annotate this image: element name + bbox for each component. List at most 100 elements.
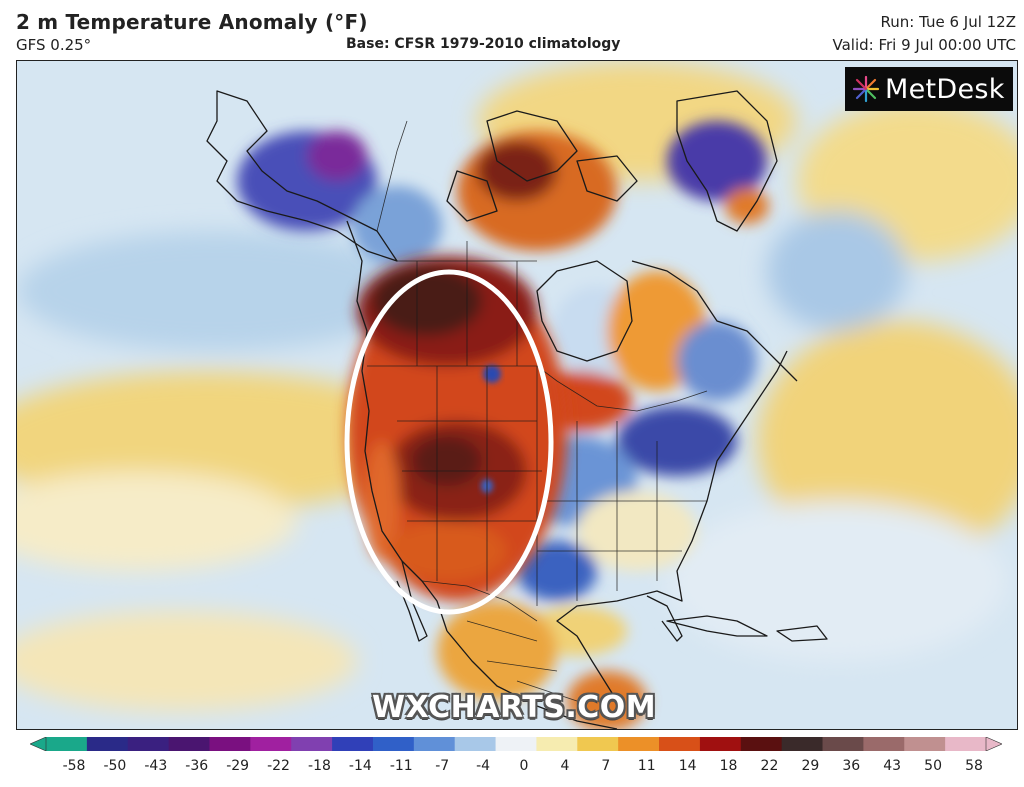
central-america-warm xyxy=(567,671,647,729)
colorbar-tick-label: -58 xyxy=(62,758,86,774)
run-time-label: Run: Tue 6 Jul 12Z xyxy=(880,13,1016,31)
mexico-state-lines xyxy=(466,620,578,702)
heat-highlight-ellipse xyxy=(344,269,554,615)
anomaly-map xyxy=(16,60,1018,730)
colorbar-cell xyxy=(536,737,578,751)
alaska-coast xyxy=(206,90,398,262)
colorbar-cell xyxy=(781,737,824,751)
colorbar-left-arrow xyxy=(30,737,47,751)
pacific-cool-band xyxy=(17,231,417,351)
colorbar-tick-label: 58 xyxy=(965,758,983,774)
alaska-border xyxy=(376,120,408,232)
colorbar-tick-label: -43 xyxy=(144,758,168,774)
colorbar xyxy=(30,737,1002,751)
atlantic-pale xyxy=(667,501,1007,661)
colorbar-tick-label: 7 xyxy=(601,758,611,774)
colorbar-cell xyxy=(372,737,415,751)
alaska-core xyxy=(307,131,367,181)
colorbar-cell xyxy=(740,737,783,751)
metdesk-logo: MetDesk xyxy=(845,67,1013,111)
colorbar-tick-label: 4 xyxy=(560,758,570,774)
valid-time-label: Valid: Fri 9 Jul 00:00 UTC xyxy=(832,36,1016,54)
colorbar-tick-label: -14 xyxy=(348,758,372,774)
mexico-coast xyxy=(446,630,618,729)
west-coast-warm xyxy=(364,441,400,561)
colorbar-cell xyxy=(168,737,210,751)
colorbar-tick-label: -22 xyxy=(267,758,290,774)
chart-title: 2 m Temperature Anomaly (°F) xyxy=(16,10,368,34)
colorbar-cell xyxy=(699,737,742,751)
colorbar-tick-label: 43 xyxy=(883,758,902,774)
west-heat-core-north xyxy=(372,266,482,336)
colorbar-tick-label: -4 xyxy=(476,758,491,774)
colorbar-cell xyxy=(822,737,864,751)
colorbar-tick-labels: -58 -50 -43 -36 -29 -22 -18 -14 -11 -7 -4 0 4 7 11 14 18… xyxy=(0,758,1024,778)
us-mexico-border xyxy=(421,580,538,622)
colorbar-cell xyxy=(209,737,251,751)
colorbar-right-arrow xyxy=(985,737,1002,751)
hudson-bay xyxy=(536,260,633,362)
atlantic-warm xyxy=(757,321,1017,561)
colorbar-tick-label: 29 xyxy=(801,758,820,774)
arctic-heat-core xyxy=(477,141,557,201)
colorbar-tick-label: 50 xyxy=(924,758,942,774)
borders xyxy=(367,120,708,702)
florida xyxy=(646,595,683,642)
colorbar-cell xyxy=(904,737,946,751)
colorbar-cell xyxy=(618,737,660,751)
hispaniola xyxy=(776,625,828,642)
southwest-warm xyxy=(387,521,507,581)
wxcharts-watermark: WXCHARTS.COM xyxy=(372,690,657,725)
colorbar-cell xyxy=(454,737,497,751)
map-canvas xyxy=(17,61,1017,729)
colorbar-tick-label: 14 xyxy=(678,758,697,774)
south-pacific-pale xyxy=(17,611,357,711)
colorbar-tick-label: 0 xyxy=(519,758,529,774)
colorbar-cell xyxy=(863,737,905,751)
us-state-lines xyxy=(397,366,707,606)
cuba xyxy=(666,615,768,637)
baja xyxy=(396,560,428,642)
labrador-cool xyxy=(677,321,757,401)
colorbar-tick-label: -29 xyxy=(226,758,250,774)
metdesk-logo-text: MetDesk xyxy=(885,73,1005,105)
colorbar-cell xyxy=(659,737,701,751)
northeast-cold xyxy=(617,406,737,476)
labrador-coast xyxy=(631,260,798,382)
colorbar-tick-label: 22 xyxy=(760,758,779,774)
arctic-islands xyxy=(446,110,638,222)
colorbar-tick-label: -50 xyxy=(103,758,127,774)
canada-province-lines xyxy=(397,241,537,366)
colorbar-tick-label: 36 xyxy=(842,758,861,774)
gulf-coast xyxy=(556,350,788,702)
colorbar-cell xyxy=(86,737,129,751)
dakota-cool-spot xyxy=(483,365,501,383)
colorbar-cell xyxy=(332,737,374,751)
colorbar-cell xyxy=(127,737,170,751)
colorbar-tick-label: -36 xyxy=(185,758,209,774)
colorbar-tick-label: -18 xyxy=(308,758,331,774)
greenland xyxy=(676,90,778,232)
west-heat-core-south xyxy=(412,436,482,486)
metdesk-burst-icon xyxy=(852,75,880,103)
yukon-cool xyxy=(352,186,442,266)
pacific-pale-band xyxy=(17,471,297,571)
colorbar-tick-label: -11 xyxy=(389,758,413,774)
colorbar-tick-label: 18 xyxy=(719,758,738,774)
southeast-pale xyxy=(577,491,697,571)
greenland-cold xyxy=(667,121,767,201)
colorbar-tick-label: -7 xyxy=(435,758,450,774)
colorbar-tick-label: 11 xyxy=(637,758,656,774)
greenland-warm xyxy=(725,188,769,224)
climatology-base-label: Base: CFSR 1979-2010 climatology xyxy=(346,36,621,52)
colorbar-cell xyxy=(945,737,987,751)
colorbar-cell xyxy=(577,737,619,751)
colorbar-cell xyxy=(413,737,456,751)
north-atlantic-cool xyxy=(767,211,907,331)
colorbar-cell xyxy=(291,737,333,751)
colorbar-cell xyxy=(495,737,537,751)
colorbar-cell xyxy=(250,737,292,751)
model-label: GFS 0.25° xyxy=(16,36,92,54)
colorbar-cell xyxy=(46,737,88,751)
mexico-warm xyxy=(437,601,557,701)
